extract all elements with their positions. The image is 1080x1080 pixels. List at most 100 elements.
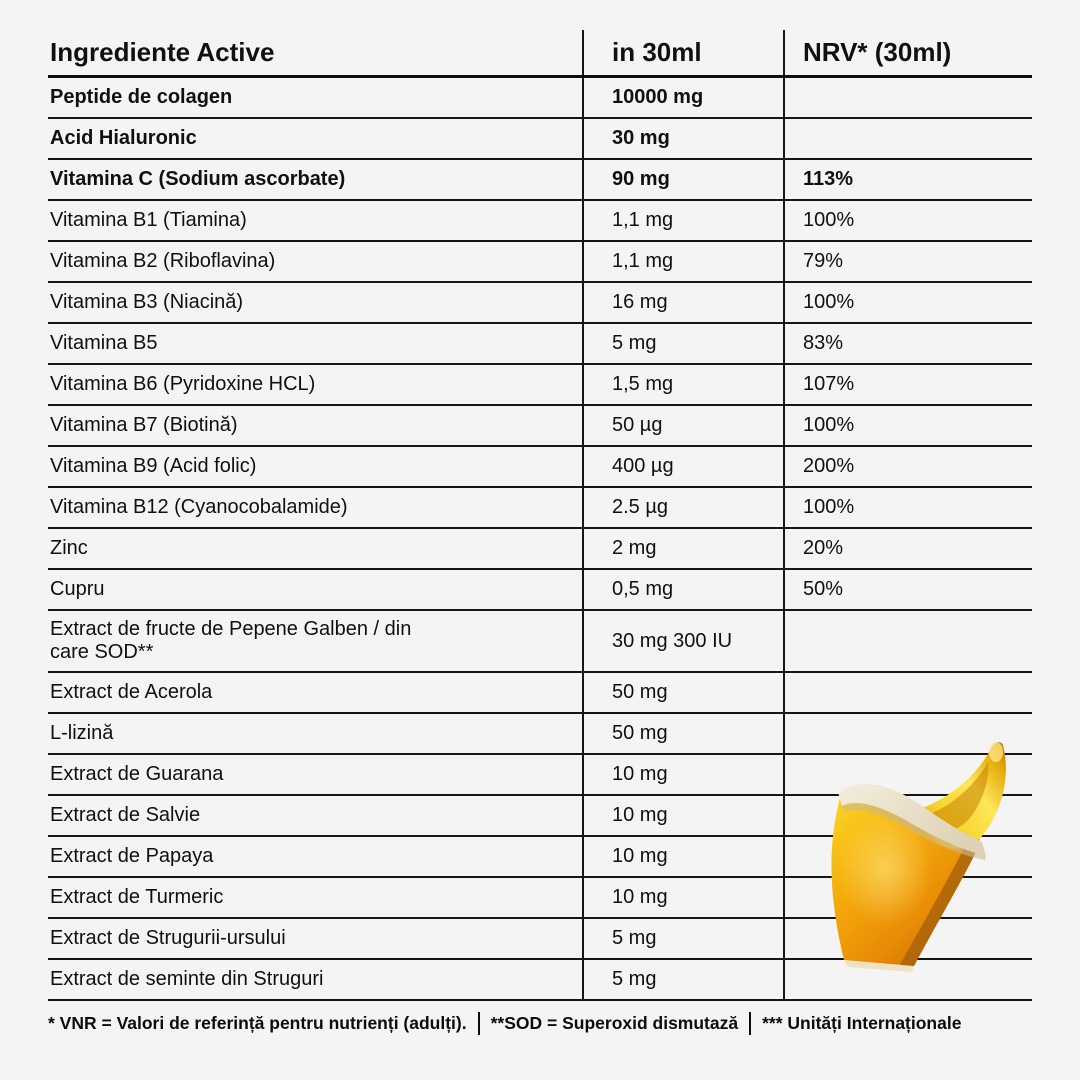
nrv-value bbox=[783, 78, 1032, 117]
amount-value: 1,5 mg bbox=[582, 365, 783, 404]
nrv-value bbox=[783, 611, 1032, 671]
nrv-value: 200% bbox=[783, 447, 1032, 486]
table-row: Extract de Papaya 10 mg bbox=[48, 837, 1032, 878]
amber-liquid-sachet-image bbox=[831, 742, 1006, 972]
amount-value: 5 mg bbox=[582, 324, 783, 363]
header-amount: in 30ml bbox=[582, 30, 783, 75]
table-row: Vitamina B3 (Niacină) 16 mg 100% bbox=[48, 283, 1032, 324]
footnote-vnr: * VNR = Valori de referință pentru nutri… bbox=[48, 1013, 467, 1033]
amount-value: 10 mg bbox=[582, 755, 783, 794]
ingredient-name: L-lizină bbox=[50, 722, 114, 744]
ingredient-name: Extract de Guarana bbox=[50, 763, 224, 785]
table-row: Vitamina B12 (Cyanocobalamide) 2.5 µg 100% bbox=[48, 488, 1032, 529]
amount-value: 16 mg bbox=[582, 283, 783, 322]
table-row: Extract de fructe de Pepene Galben / din… bbox=[48, 611, 1032, 673]
amount-value: 400 µg bbox=[582, 447, 783, 486]
ingredients-table: Ingrediente Active in 30ml NRV* (30ml) P… bbox=[48, 30, 1032, 1001]
nrv-value: 79% bbox=[783, 242, 1032, 281]
ingredient-name: Extract de seminte din Struguri bbox=[50, 968, 324, 990]
table-row: Vitamina B7 (Biotină) 50 µg 100% bbox=[48, 406, 1032, 447]
nrv-value bbox=[783, 796, 1032, 835]
nrv-value: 83% bbox=[783, 324, 1032, 363]
table-row: Vitamina B2 (Riboflavina) 1,1 mg 79% bbox=[48, 242, 1032, 283]
nrv-value bbox=[783, 837, 1032, 876]
table-row: L-lizină 50 mg bbox=[48, 714, 1032, 755]
ingredient-name: Extract de Strugurii-ursului bbox=[50, 927, 286, 949]
nrv-value bbox=[783, 919, 1032, 958]
nrv-value: 50% bbox=[783, 570, 1032, 609]
amount-value: 5 mg bbox=[582, 919, 783, 958]
nrv-value: 20% bbox=[783, 529, 1032, 568]
table-body: Peptide de colagen 10000 mg Acid Hialuroni… bbox=[48, 78, 1032, 1001]
ingredient-name: Cupru bbox=[50, 578, 105, 600]
ingredient-name: Peptide de colagen bbox=[50, 86, 233, 108]
table-header-row: Ingrediente Active in 30ml NRV* (30ml) bbox=[48, 30, 1032, 78]
ingredient-name: Vitamina B9 (Acid folic) bbox=[50, 455, 257, 477]
footnote-sod: **SOD = Superoxid dismutază bbox=[490, 1013, 739, 1033]
table-row: Extract de seminte din Struguri 5 mg bbox=[48, 960, 1032, 1001]
amount-value: 0,5 mg bbox=[582, 570, 783, 609]
table-row: Vitamina B1 (Tiamina) 1,1 mg 100% bbox=[48, 201, 1032, 242]
amount-value: 30 mg 300 IU bbox=[582, 611, 783, 671]
ingredient-name: Vitamina B5 bbox=[50, 332, 158, 354]
table-row: Extract de Strugurii-ursului 5 mg bbox=[48, 919, 1032, 960]
nrv-value: 100% bbox=[783, 488, 1032, 527]
amount-value: 50 mg bbox=[582, 714, 783, 753]
ingredient-name: Vitamina B6 (Pyridoxine HCL) bbox=[50, 373, 316, 395]
ingredient-name: Vitamina B7 (Biotină) bbox=[50, 414, 238, 436]
table-row: Cupru 0,5 mg 50% bbox=[48, 570, 1032, 611]
nrv-value bbox=[783, 714, 1032, 753]
nrv-value: 100% bbox=[783, 283, 1032, 322]
table-row: Vitamina B9 (Acid folic) 400 µg 200% bbox=[48, 447, 1032, 488]
amount-value: 50 µg bbox=[582, 406, 783, 445]
ingredient-name: Extract de Turmeric bbox=[50, 886, 224, 908]
ingredient-name: Vitamina C (Sodium ascorbate) bbox=[50, 168, 346, 190]
table-row: Extract de Turmeric 10 mg bbox=[48, 878, 1032, 919]
ingredient-name: Acid Hialuronic bbox=[50, 127, 197, 149]
amount-value: 30 mg bbox=[582, 119, 783, 158]
amount-value: 10 mg bbox=[582, 837, 783, 876]
amount-value: 10 mg bbox=[582, 796, 783, 835]
nrv-value bbox=[783, 755, 1032, 794]
nrv-value bbox=[783, 119, 1032, 158]
nrv-value bbox=[783, 673, 1032, 712]
amount-value: 1,1 mg bbox=[582, 201, 783, 240]
amount-value: 2.5 µg bbox=[582, 488, 783, 527]
table-row: Vitamina C (Sodium ascorbate) 90 mg 113% bbox=[48, 160, 1032, 201]
table-row: Peptide de colagen 10000 mg bbox=[48, 78, 1032, 119]
amount-value: 10 mg bbox=[582, 878, 783, 917]
footnote-iu: *** Unități Internaționale bbox=[762, 1013, 962, 1033]
amount-value: 50 mg bbox=[582, 673, 783, 712]
amount-value: 2 mg bbox=[582, 529, 783, 568]
amount-value: 1,1 mg bbox=[582, 242, 783, 281]
nrv-value bbox=[783, 878, 1032, 917]
ingredient-name: Extract de Papaya bbox=[50, 845, 214, 867]
footnote: * VNR = Valori de referință pentru nutri… bbox=[48, 1012, 1048, 1035]
amount-value: 10000 mg bbox=[582, 78, 783, 117]
amount-value: 5 mg bbox=[582, 960, 783, 999]
table-row: Zinc 2 mg 20% bbox=[48, 529, 1032, 570]
ingredient-name: Vitamina B2 (Riboflavina) bbox=[50, 250, 276, 272]
ingredient-name: Vitamina B3 (Niacină) bbox=[50, 291, 244, 313]
header-ingredients: Ingrediente Active bbox=[50, 36, 275, 67]
table-row: Extract de Guarana 10 mg bbox=[48, 755, 1032, 796]
ingredient-name: Vitamina B1 (Tiamina) bbox=[50, 209, 247, 231]
ingredient-name: Zinc bbox=[50, 537, 88, 559]
nrv-value: 107% bbox=[783, 365, 1032, 404]
table-row: Extract de Acerola 50 mg bbox=[48, 673, 1032, 714]
nrv-value: 113% bbox=[783, 160, 1032, 199]
ingredient-name: Extract de Acerola bbox=[50, 681, 213, 703]
footnote-divider bbox=[477, 1012, 480, 1035]
ingredient-name: Vitamina B12 (Cyanocobalamide) bbox=[50, 496, 348, 518]
ingredient-name: Extract de fructe de Pepene Galben / din… bbox=[50, 618, 412, 663]
footnote-divider bbox=[749, 1012, 752, 1035]
table-row: Acid Hialuronic 30 mg bbox=[48, 119, 1032, 160]
table-row: Vitamina B6 (Pyridoxine HCL) 1,5 mg 107% bbox=[48, 365, 1032, 406]
nrv-value: 100% bbox=[783, 406, 1032, 445]
table-row: Extract de Salvie 10 mg bbox=[48, 796, 1032, 837]
nrv-value: 100% bbox=[783, 201, 1032, 240]
ingredient-name: Extract de Salvie bbox=[50, 804, 201, 826]
table-row: Vitamina B5 5 mg 83% bbox=[48, 324, 1032, 365]
amount-value: 90 mg bbox=[582, 160, 783, 199]
header-nrv: NRV* (30ml) bbox=[783, 30, 1032, 75]
